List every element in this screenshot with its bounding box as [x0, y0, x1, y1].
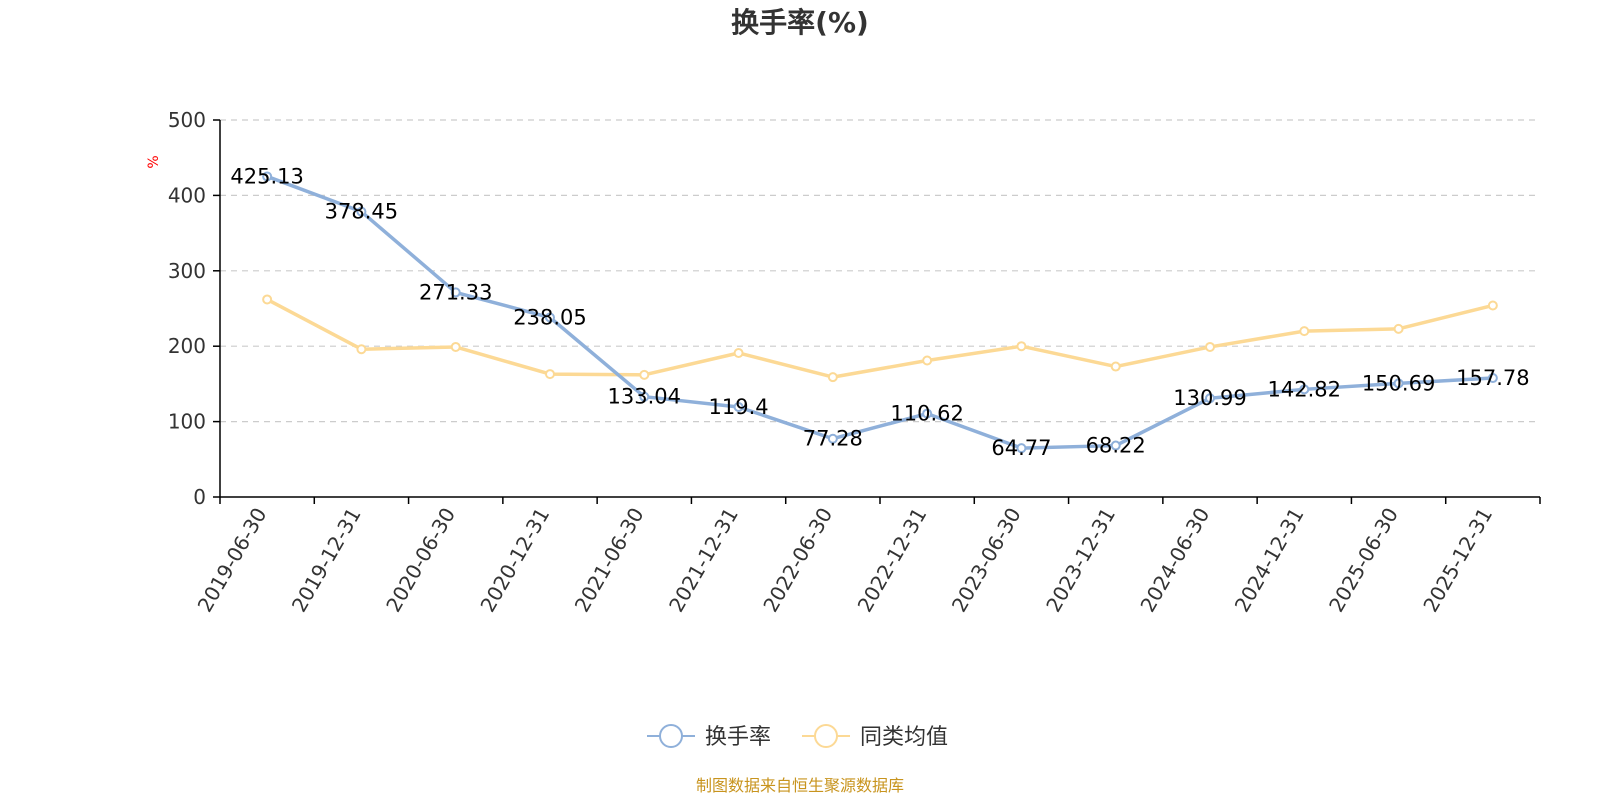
data-label: 142.82	[1268, 377, 1341, 401]
legend-item-0[interactable]: 换手率	[647, 724, 771, 750]
data-label: 378.45	[325, 200, 398, 224]
data-point	[356, 344, 367, 355]
legend: 换手率 同类均值	[647, 724, 948, 750]
data-point	[1393, 323, 1404, 334]
data-point	[1205, 341, 1215, 352]
data-label: 130.99	[1173, 386, 1246, 410]
data-label: 238.05	[513, 306, 586, 330]
x-tick-label: 2019-12-31	[287, 504, 366, 617]
data-point	[1205, 393, 1215, 404]
data-label: 425.13	[230, 164, 303, 188]
data-point	[733, 347, 744, 358]
data-label: 271.33	[419, 280, 492, 304]
data-point	[922, 408, 933, 419]
x-tick-label: 2020-06-30	[381, 504, 460, 617]
x-tick-label: 2023-06-30	[947, 504, 1026, 617]
legend-label: 换手率	[705, 725, 771, 750]
data-labels: 425.13 378.45 271.33 238.05 133.04 119.4 77.28…	[230, 164, 1529, 460]
data-point	[1016, 443, 1027, 454]
data-point	[1016, 341, 1027, 352]
data-point	[262, 171, 273, 182]
data-point	[1487, 373, 1498, 384]
data-point	[1299, 384, 1310, 395]
x-tick-label: 2022-06-30	[758, 504, 837, 617]
x-tick-label: 2019-06-30	[193, 504, 272, 617]
series-line-1	[266, 297, 1494, 379]
data-label: 77.28	[803, 427, 863, 451]
data-point	[450, 341, 461, 352]
data-point	[1393, 378, 1404, 389]
data-label: 157.78	[1456, 366, 1529, 390]
x-tick-label: 2022-12-31	[853, 503, 932, 616]
data-label: 150.69	[1362, 371, 1435, 395]
chart-title: 换手率(%)	[731, 6, 869, 39]
data-point	[545, 312, 555, 323]
x-tick-label: 2024-06-30	[1135, 504, 1214, 617]
legend-circle-icon	[659, 724, 683, 748]
y-tick-label: 0	[193, 485, 206, 509]
data-label: 110.62	[890, 402, 963, 426]
data-label: 64.77	[991, 436, 1051, 460]
legend-label: 同类均值	[860, 725, 948, 750]
data-point	[1110, 440, 1121, 451]
data-point	[545, 369, 555, 380]
x-tick-label: 2021-06-30	[570, 504, 649, 617]
x-tick-label: 2025-06-30	[1324, 504, 1403, 617]
data-point	[639, 369, 650, 380]
series-line-0	[266, 174, 1493, 450]
series-layer	[262, 171, 1498, 454]
data-point	[733, 401, 744, 412]
x-tick-label: 2021-12-31	[664, 504, 743, 617]
legend-item-1[interactable]: 同类均值	[802, 724, 948, 750]
data-point	[1487, 300, 1498, 311]
data-point	[262, 294, 273, 305]
grid-lines	[220, 119, 1540, 423]
y-tick-label: 500	[168, 108, 206, 132]
y-axis-unit-label: %	[146, 155, 162, 168]
data-label: 133.04	[608, 385, 681, 409]
y-tick-label: 300	[168, 259, 206, 283]
y-tick-label: 200	[168, 334, 206, 358]
x-tick-label: 2020-12-31	[475, 504, 554, 617]
data-point	[827, 372, 838, 383]
data-label: 68.22	[1086, 434, 1146, 458]
data-point	[356, 206, 367, 217]
x-tick-label: 2024-12-31	[1230, 504, 1309, 617]
data-point	[1299, 326, 1310, 337]
data-label: 119.4	[709, 395, 769, 419]
data-point	[1110, 361, 1121, 372]
x-tick-label: 2023-12-31	[1041, 504, 1120, 617]
y-tick-label: 100	[168, 410, 206, 434]
data-point	[922, 355, 933, 366]
data-point	[450, 287, 461, 298]
data-point	[827, 433, 838, 444]
legend-circle-icon	[814, 724, 838, 748]
x-tick-label: 2025-12-31	[1418, 504, 1497, 617]
data-point	[639, 391, 650, 402]
data-source-note: 制图数据来自恒生聚源数据库	[696, 776, 904, 795]
y-tick-label: 400	[168, 183, 206, 207]
